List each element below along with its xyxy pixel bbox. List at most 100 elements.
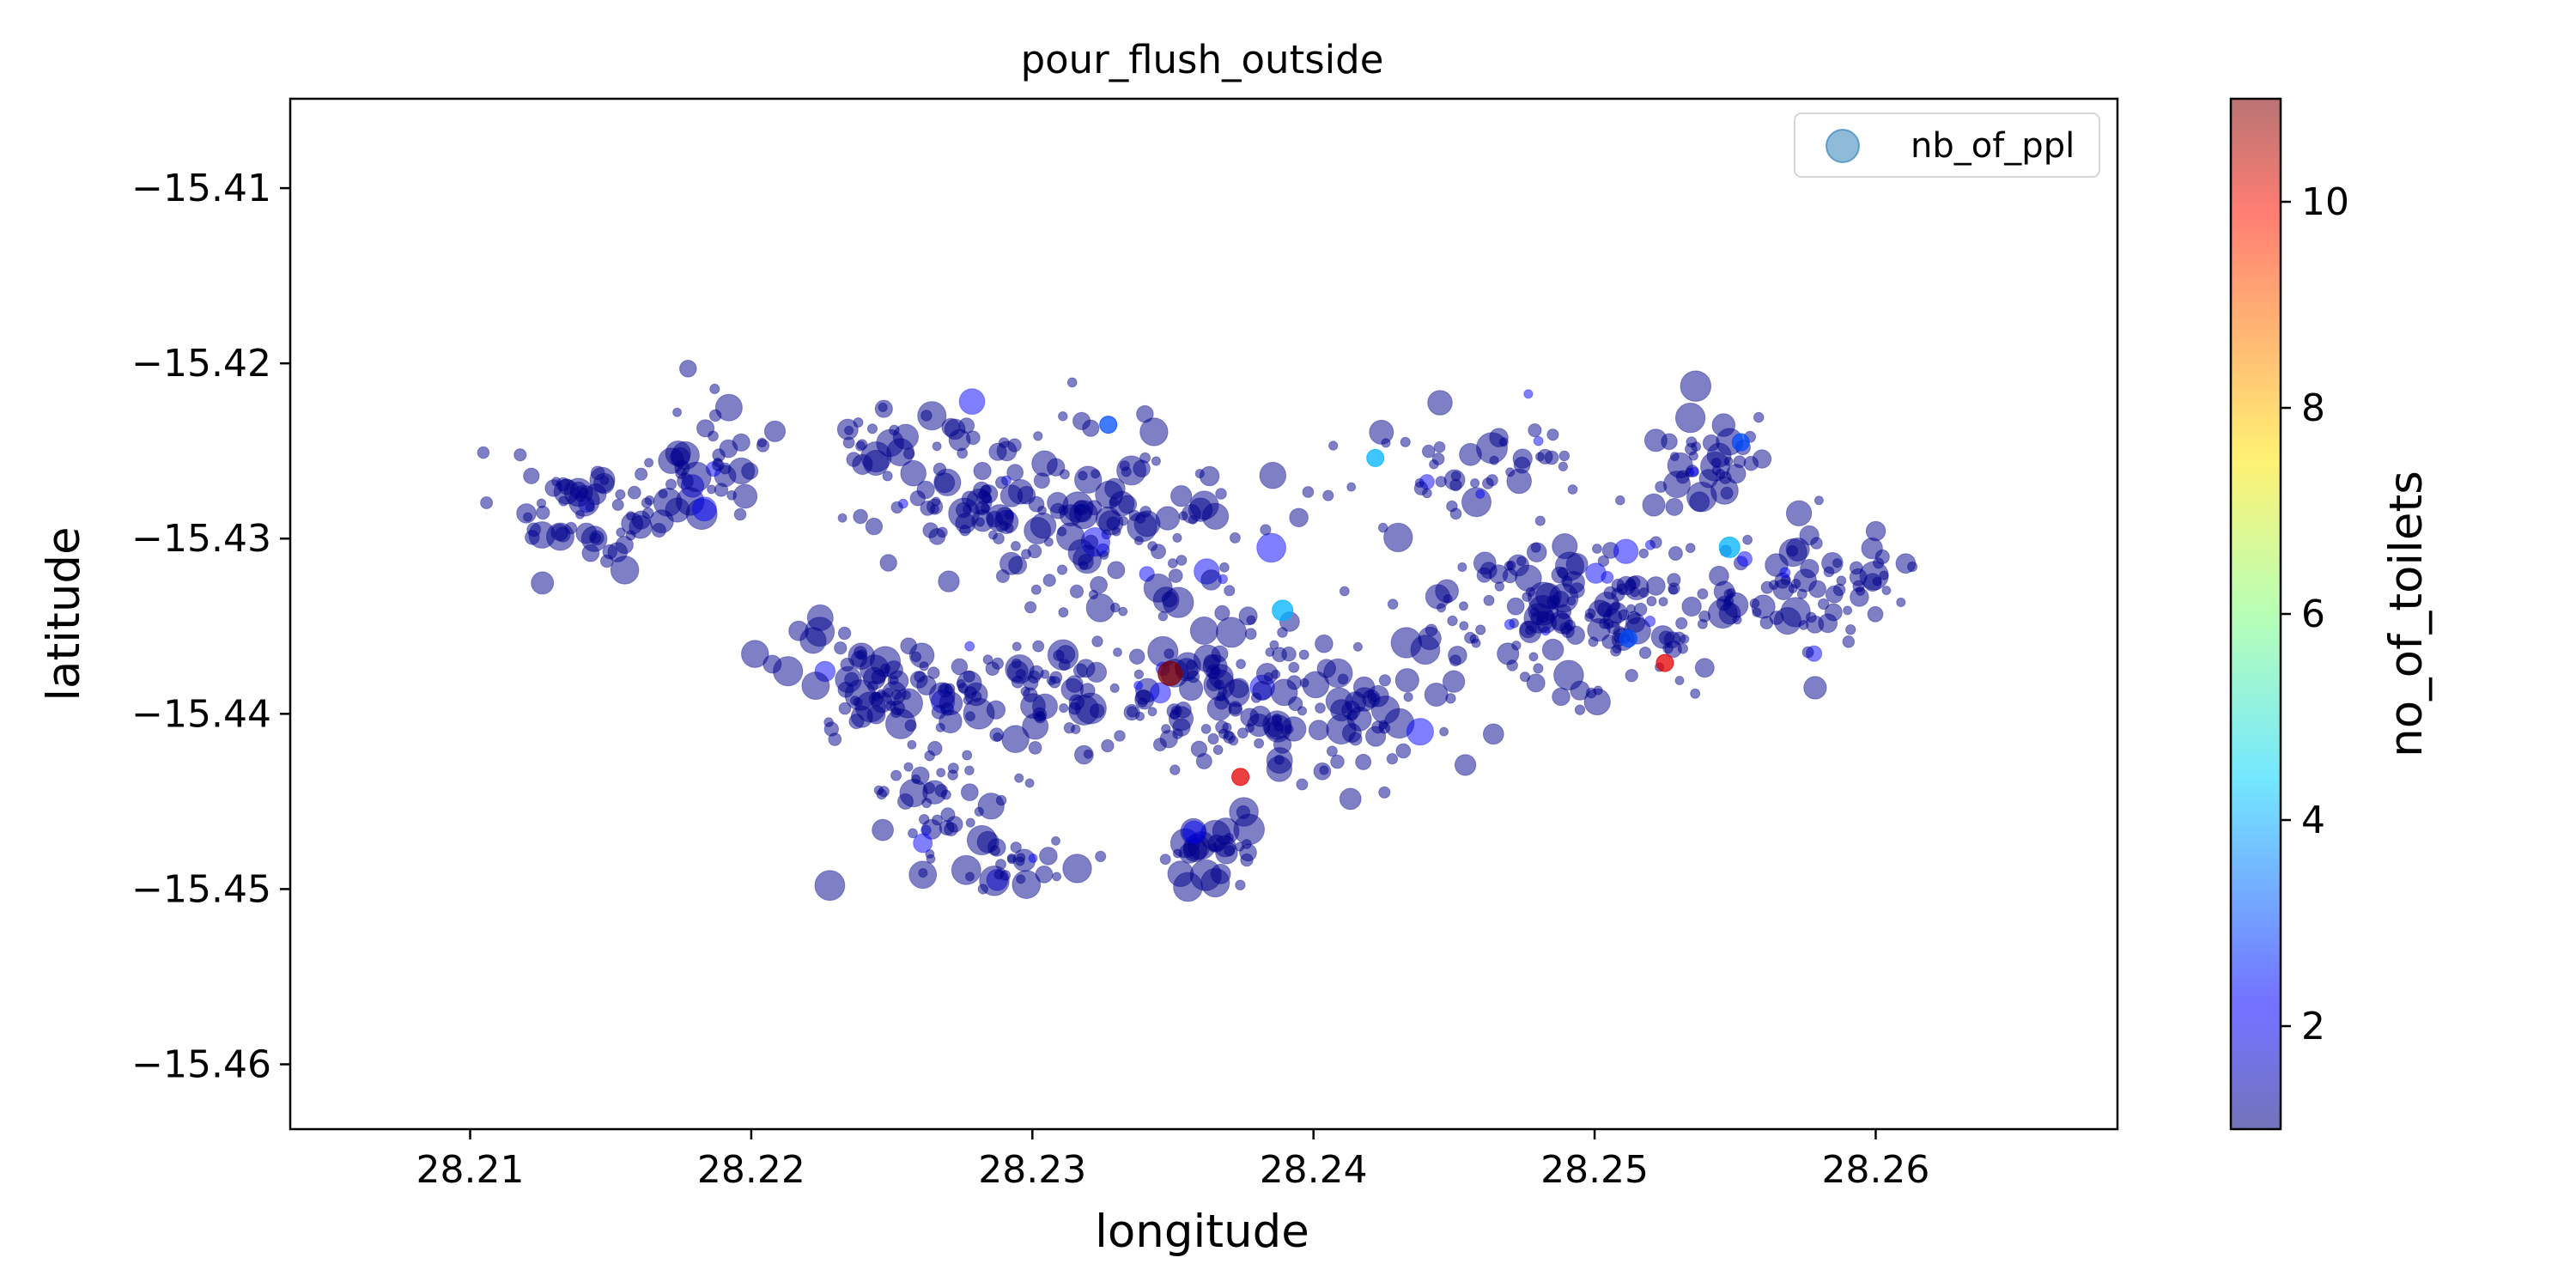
data-point [1552,687,1571,707]
data-point [1085,661,1108,683]
data-point [1161,591,1178,608]
data-point [1672,631,1686,645]
data-point [714,483,729,497]
data-point [1825,585,1844,604]
x-tick-label: 28.22 [697,1148,805,1192]
data-point [1378,786,1391,799]
data-point [1355,753,1372,770]
data-point [1139,417,1169,447]
data-point [1390,627,1423,659]
data-point [908,828,918,839]
data-point [1526,673,1546,693]
colorbar: 2 4 6 8 10 no_of_toilets [2229,97,2433,1131]
data-point [581,544,600,562]
data-point [1058,607,1069,618]
data-point [1435,579,1459,604]
data-point [1328,440,1339,451]
data-point [1732,615,1742,625]
data-point [993,532,1005,544]
data-point [940,702,955,716]
data-point [1450,471,1461,482]
data-point [801,671,830,701]
data-point [1454,754,1477,776]
data-point [910,651,922,663]
data-point [1482,477,1494,489]
data-point [1011,658,1022,669]
data-point [1675,617,1688,630]
data-point [1689,466,1699,477]
data-point [1210,863,1231,884]
data-point [865,517,884,536]
data-point [1436,603,1447,613]
data-point [957,683,969,694]
data-point [1199,465,1220,487]
data-point [1785,500,1813,526]
data-point [1238,606,1258,626]
data-point [1071,724,1081,735]
data-point [814,870,846,902]
data-point [629,514,653,539]
highlight-point [1619,629,1637,648]
data-point [679,360,697,378]
data-point [834,641,848,655]
data-point [1686,481,1717,513]
data-point [1281,646,1297,662]
data-point [1118,606,1128,617]
data-point [1086,500,1103,516]
data-point [1245,723,1255,733]
data-point [1110,602,1121,613]
data-point [947,762,959,775]
highlight-point [1718,536,1741,558]
data-point [1288,661,1300,673]
data-point [1228,735,1239,746]
data-point [1554,551,1585,581]
data-point [1352,641,1364,652]
data-point [975,517,986,527]
data-point [853,417,864,428]
data-point [708,430,719,442]
highlight-point [1099,416,1118,434]
data-point [1095,480,1124,509]
data-point [1346,482,1357,492]
colorbar-label: no_of_toilets [2380,471,2433,757]
data-point [1459,442,1482,466]
y-tick-label: −15.43 [131,517,271,561]
data-point [1028,495,1045,513]
data-point [1506,597,1525,616]
data-point [1694,658,1715,678]
data-point [1195,753,1212,769]
data-point [1558,461,1569,471]
data-point [1172,532,1182,544]
data-point [1308,720,1329,741]
data-point [1483,594,1495,606]
data-point [1806,615,1825,634]
data-point [1298,649,1309,660]
data-point [1296,778,1309,791]
data-point [944,683,956,695]
data-point [1062,854,1092,884]
data-point [1457,562,1467,573]
data-point [1256,532,1286,563]
colorbar-tick-label: 6 [2301,592,2325,636]
data-point [1233,813,1265,846]
data-point [762,654,782,674]
data-point [916,675,937,696]
data-point [1377,522,1388,533]
data-point [1743,455,1759,471]
data-point [1121,466,1132,477]
data-point [536,505,550,520]
data-point [1207,732,1219,745]
data-point [960,783,979,801]
data-point [1842,635,1856,648]
data-point [892,423,920,450]
data-point [1593,685,1603,696]
data-point [1533,663,1544,674]
data-point [513,448,527,462]
data-point [1193,644,1222,672]
data-point [607,542,629,562]
data-point [1222,679,1250,708]
data-point [1697,618,1708,629]
data-point [1874,549,1890,565]
data-point [900,637,918,655]
legend: nb_of_ppl [1794,112,2100,178]
